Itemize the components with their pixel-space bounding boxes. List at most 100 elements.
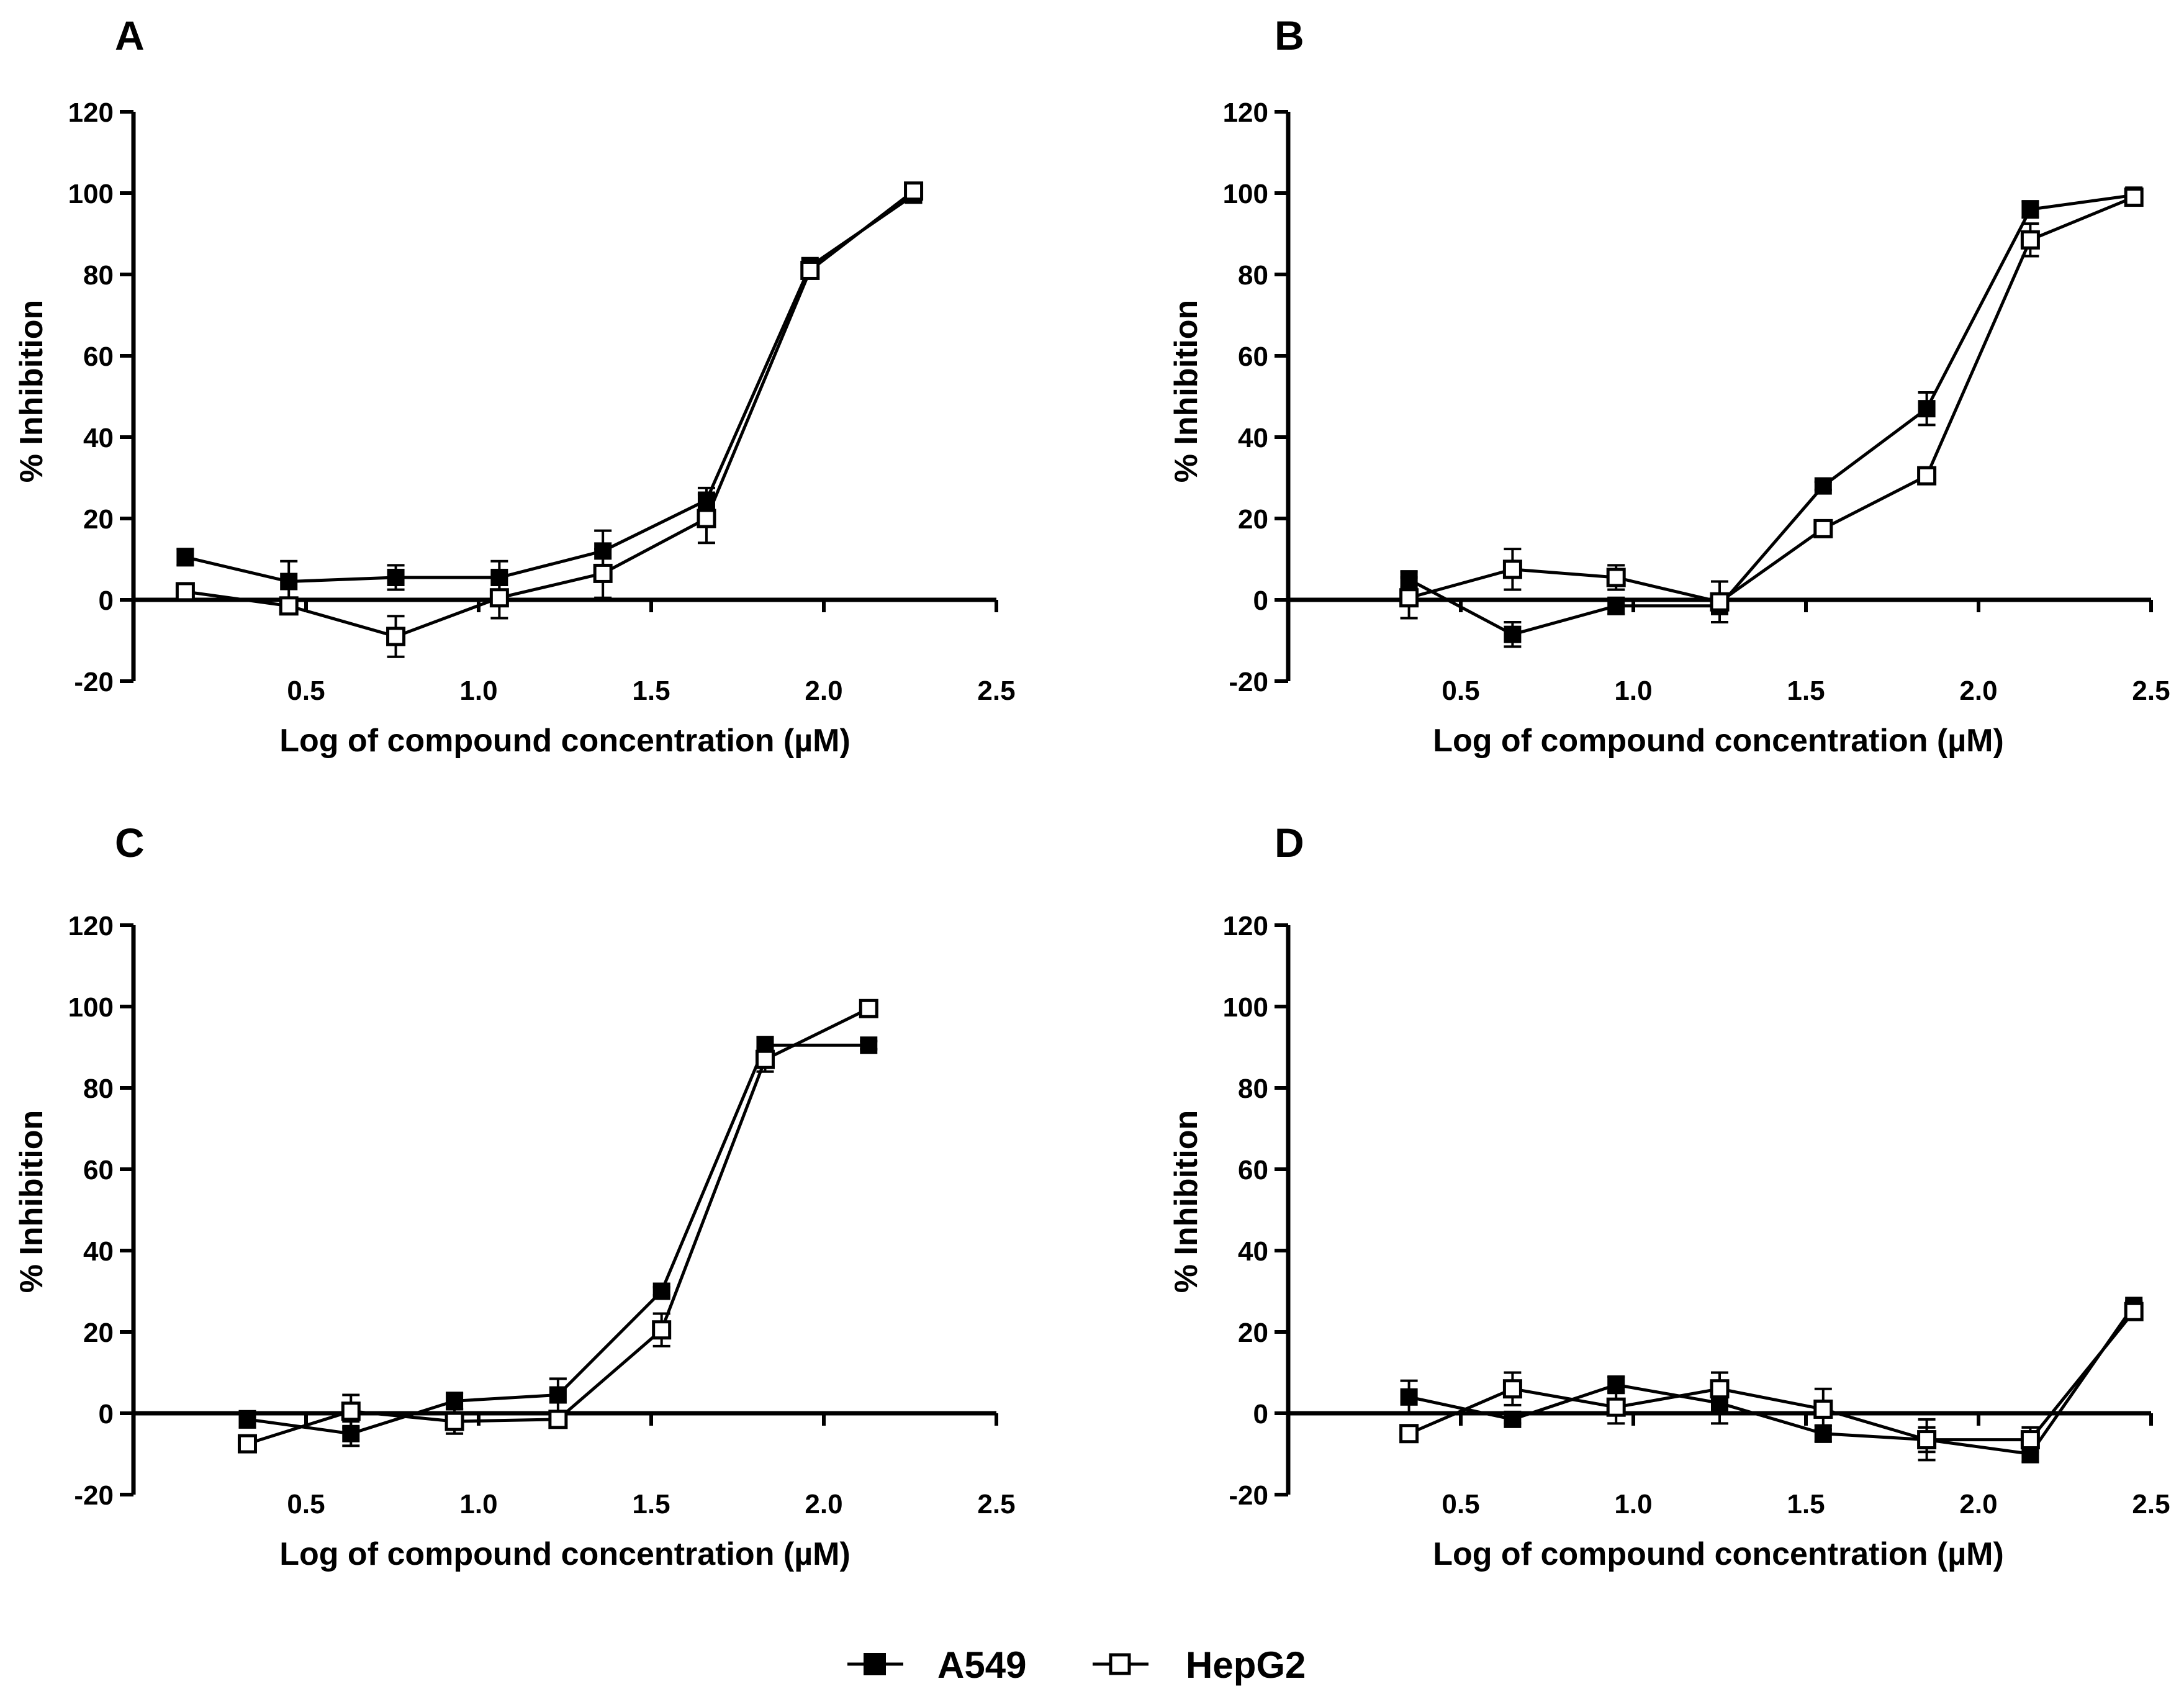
data-point-hepg2 [1606, 1397, 1626, 1417]
y-tick-label: 0 [1253, 586, 1268, 616]
data-point-hepg2 [1917, 1430, 1937, 1450]
y-axis-title: % Inhibition [1168, 300, 1204, 483]
x-tick-label: 2.5 [977, 676, 1015, 706]
data-point-hepg2 [755, 1049, 775, 1069]
data-point-hepg2 [2124, 188, 2144, 207]
y-tick-label: 120 [1223, 911, 1268, 941]
x-tick-label: 1.0 [459, 1489, 497, 1519]
y-tick-label: 80 [1238, 1074, 1268, 1104]
y-tick-label: 80 [83, 260, 114, 291]
x-tick-label: 2.0 [805, 1489, 842, 1519]
panel-a: A % Inhibition Log of compound concentra… [14, 12, 1016, 759]
data-point-hepg2 [2124, 1301, 2144, 1321]
plot-area [1399, 186, 2144, 648]
data-point-a549 [2021, 201, 2039, 219]
x-tick-label: 1.5 [1787, 1489, 1825, 1519]
panel-label: D [1275, 820, 1304, 866]
data-point-hepg2 [237, 1434, 257, 1454]
y-tick-label: 40 [83, 423, 114, 453]
series-line-hepg2 [185, 189, 915, 638]
panel-b: B % Inhibition Log of compound concentra… [1168, 12, 2170, 759]
data-point-hepg2 [697, 509, 716, 528]
data-point-a549 [549, 1386, 567, 1404]
x-tick-label: 0.5 [287, 1489, 325, 1519]
data-point-hepg2 [279, 596, 299, 616]
y-tick-label: 20 [83, 1318, 114, 1348]
data-point-hepg2 [1606, 568, 1626, 587]
data-point-a549 [594, 542, 612, 560]
data-point-a549 [1814, 477, 1832, 495]
x-tick-label: 2.5 [2132, 1489, 2170, 1519]
x-axis-title: Log of compound concentration (µM) [1433, 723, 2004, 759]
data-point-hepg2 [1399, 588, 1419, 608]
y-tick-label: -20 [74, 1480, 114, 1511]
y-tick-label: 60 [83, 1155, 114, 1185]
legend-marker-hepg2 [1109, 1653, 1131, 1675]
y-tick-label: 80 [83, 1074, 114, 1104]
panel-d: D % Inhibition Log of compound concentra… [1168, 820, 2170, 1572]
y-tick-label: 60 [83, 342, 114, 372]
plot-area [1399, 1297, 2144, 1464]
x-tick-label: 1.0 [459, 676, 497, 706]
y-tick-label: 100 [1223, 992, 1268, 1023]
y-tick-label: 20 [83, 504, 114, 535]
y-tick-label: 100 [68, 992, 114, 1023]
x-tick-label: 0.5 [287, 676, 325, 706]
data-point-hepg2 [1917, 466, 1937, 486]
panel-c: C % Inhibition Log of compound concentra… [14, 820, 1016, 1572]
data-point-a549 [446, 1392, 464, 1410]
data-point-hepg2 [652, 1320, 672, 1340]
x-tick-label: 1.0 [1614, 1489, 1652, 1519]
y-axis-title: % Inhibition [14, 1110, 50, 1293]
series-line-a549 [184, 194, 915, 584]
plot-area [237, 998, 878, 1454]
legend-item-hepg2: HepG2 [1093, 1644, 1306, 1686]
y-tick-label: -20 [1229, 667, 1268, 697]
data-point-a549 [387, 568, 405, 586]
y-tick-label: 40 [1238, 423, 1268, 453]
data-point-hepg2 [1710, 592, 1730, 612]
legend: A549 HepG2 [847, 1644, 1306, 1686]
x-tick-label: 2.0 [805, 676, 842, 706]
legend-item-a549: A549 [847, 1644, 1026, 1686]
axes: -20 0 20 40 60 80 100 120 0.5 1.0 1.5 2.0 2.5 [1223, 97, 2170, 706]
data-point-hepg2 [1399, 1424, 1419, 1444]
panel-label: C [115, 820, 145, 866]
x-axis-title: Log of compound concentration (µM) [279, 723, 851, 759]
data-point-a549 [860, 1036, 878, 1054]
data-point-hepg2 [904, 181, 924, 201]
data-point-hepg2 [1502, 559, 1522, 579]
data-point-a549 [1400, 1388, 1418, 1406]
data-point-a549 [1607, 597, 1625, 615]
series-line-a549 [1408, 193, 2134, 636]
y-tick-label: 20 [1238, 504, 1268, 535]
y-tick-label: 120 [68, 97, 114, 128]
axes: -20 0 20 40 60 80 100 120 0.5 1.0 1.5 2.0 2.5 [68, 911, 1016, 1519]
series-line-a549 [1409, 1304, 2136, 1456]
data-point-a549 [652, 1282, 670, 1300]
x-axis-title: Log of compound concentration (µM) [1433, 1536, 2004, 1572]
y-tick-label: 60 [1238, 342, 1268, 372]
data-point-hepg2 [1710, 1379, 1730, 1399]
legend-marker-a549 [864, 1653, 886, 1675]
data-point-hepg2 [2020, 230, 2040, 250]
series-line-a549 [247, 1043, 869, 1436]
data-point-a549 [238, 1410, 256, 1428]
x-tick-label: 1.0 [1614, 676, 1652, 706]
legend-label-hepg2: HepG2 [1186, 1644, 1306, 1686]
y-tick-label: 0 [1253, 1399, 1268, 1429]
data-point-hepg2 [2020, 1430, 2040, 1450]
y-tick-label: 120 [1223, 97, 1268, 128]
data-point-hepg2 [341, 1401, 361, 1421]
data-point-hepg2 [1502, 1379, 1522, 1399]
x-tick-label: 2.0 [1959, 1489, 1997, 1519]
data-point-hepg2 [489, 588, 509, 608]
data-point-hepg2 [593, 563, 613, 583]
x-tick-label: 2.5 [2132, 676, 2170, 706]
x-tick-label: 0.5 [1442, 1489, 1479, 1519]
x-tick-label: 1.5 [632, 1489, 670, 1519]
x-axis-title: Log of compound concentration (µM) [279, 1536, 851, 1572]
y-tick-label: -20 [74, 667, 114, 697]
y-tick-label: 40 [1238, 1236, 1268, 1267]
y-axis-title: % Inhibition [1168, 1110, 1204, 1293]
